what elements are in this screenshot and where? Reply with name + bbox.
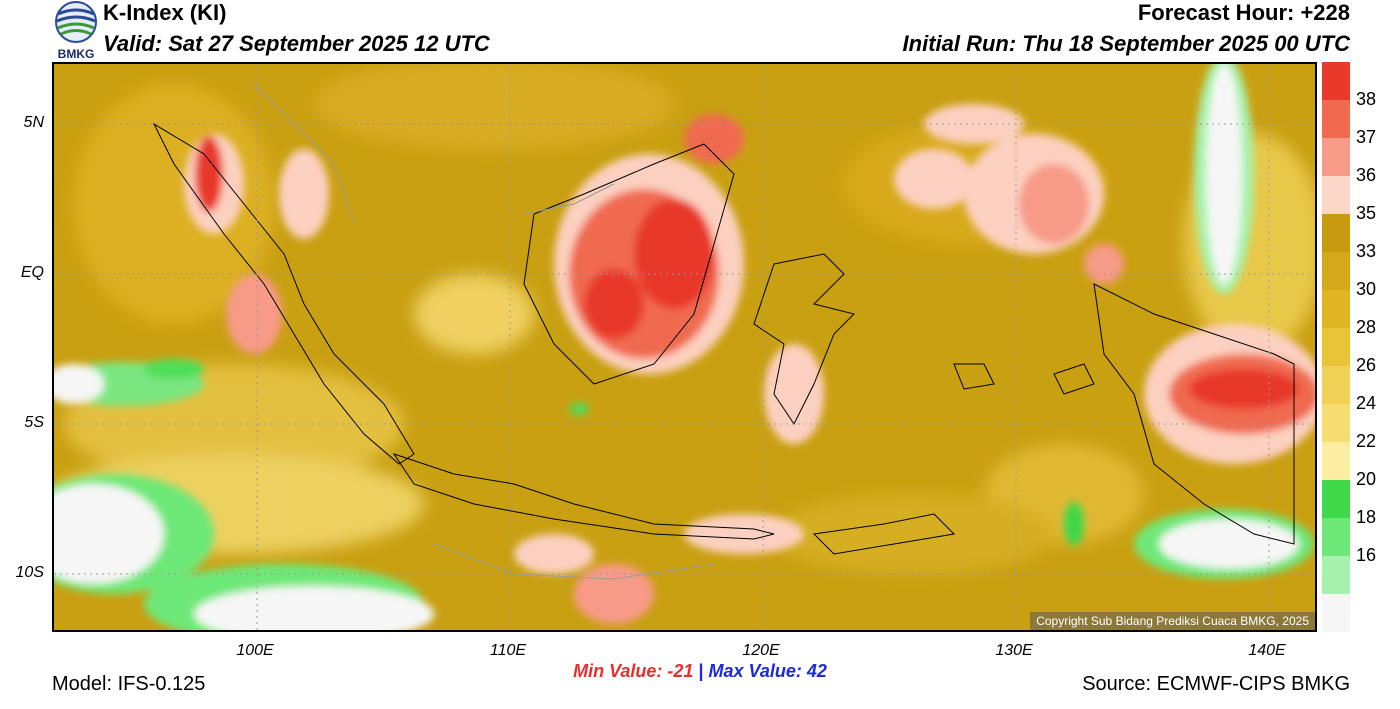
colorbar-swatch [1322, 138, 1350, 177]
min-max-separator: | [698, 661, 704, 681]
lon-label-130e: 130E [995, 642, 1033, 659]
colorbar-swatch [1322, 100, 1350, 139]
lat-label-eq: EQ [20, 264, 44, 281]
colorbar-tick-label: 35 [1356, 203, 1377, 223]
initial-run: Initial Run: Thu 18 September 2025 00 UT… [902, 31, 1350, 56]
colorbar-swatch [1322, 214, 1350, 253]
colorbar-swatch [1322, 480, 1350, 519]
k-index-map [52, 62, 1317, 632]
colorbar-tick-label: 24 [1356, 393, 1377, 413]
colorbar-tick-label: 16 [1356, 545, 1377, 565]
colorbar-tick-label: 36 [1356, 165, 1377, 185]
colorbar-swatch [1322, 252, 1350, 291]
colorbar [1322, 62, 1350, 633]
lon-label-140e: 140E [1248, 642, 1286, 659]
map-title: K-Index (KI) [103, 0, 227, 25]
colorbar-swatch [1322, 176, 1350, 215]
colorbar-swatch [1322, 290, 1350, 329]
colorbar-swatches [1322, 62, 1350, 633]
bmkg-logo: BMKG [52, 0, 100, 62]
min-max-values: Min Value: -21 | Max Value: 42 [0, 661, 1400, 682]
model-label: Model: IFS-0.125 [52, 673, 206, 695]
lon-label-110e: 110E [489, 642, 527, 659]
coastlines [152, 122, 1295, 555]
colorbar-tick-label: 38 [1356, 89, 1377, 109]
colorbar-swatch [1322, 62, 1350, 101]
map-field-svg [54, 64, 1315, 630]
colorbar-swatch [1322, 404, 1350, 443]
lon-label-120e: 120E [742, 642, 780, 659]
copyright-note: Copyright Sub Bidang Prediksi Cuaca BMKG… [1030, 612, 1315, 630]
source-label: Source: ECMWF-CIPS BMKG [1082, 673, 1350, 695]
colorbar-swatch [1322, 366, 1350, 405]
max-value: Max Value: 42 [708, 661, 827, 681]
colorbar-tick-label: 28 [1356, 317, 1377, 337]
forecast-hour: Forecast Hour: +228 [1137, 0, 1350, 25]
colorbar-tick-label: 30 [1356, 279, 1377, 299]
colorbar-tick-label: 20 [1356, 469, 1377, 489]
colorbar-swatch [1322, 594, 1350, 633]
lat-label-10s: 10S [15, 564, 44, 581]
boundaries [253, 83, 715, 580]
colorbar-swatch [1322, 328, 1350, 367]
colorbar-tick-label: 22 [1356, 431, 1377, 451]
colorbar-swatch [1322, 556, 1350, 595]
lat-label-5s: 5S [24, 414, 44, 431]
logo-text: BMKG [58, 47, 95, 61]
lon-label-100e: 100E [236, 642, 274, 659]
colorbar-tick-label: 37 [1356, 127, 1377, 147]
colorbar-swatch [1322, 442, 1350, 481]
gridlines [54, 64, 1315, 630]
lat-label-5n: 5N [23, 114, 44, 131]
colorbar-swatch [1322, 518, 1350, 557]
colorbar-tick-label: 26 [1356, 355, 1377, 375]
colorbar-tick-label: 33 [1356, 241, 1377, 261]
min-value: Min Value: -21 [573, 661, 694, 681]
valid-time: Valid: Sat 27 September 2025 12 UTC [103, 31, 490, 56]
colorbar-tick-label: 18 [1356, 507, 1377, 527]
